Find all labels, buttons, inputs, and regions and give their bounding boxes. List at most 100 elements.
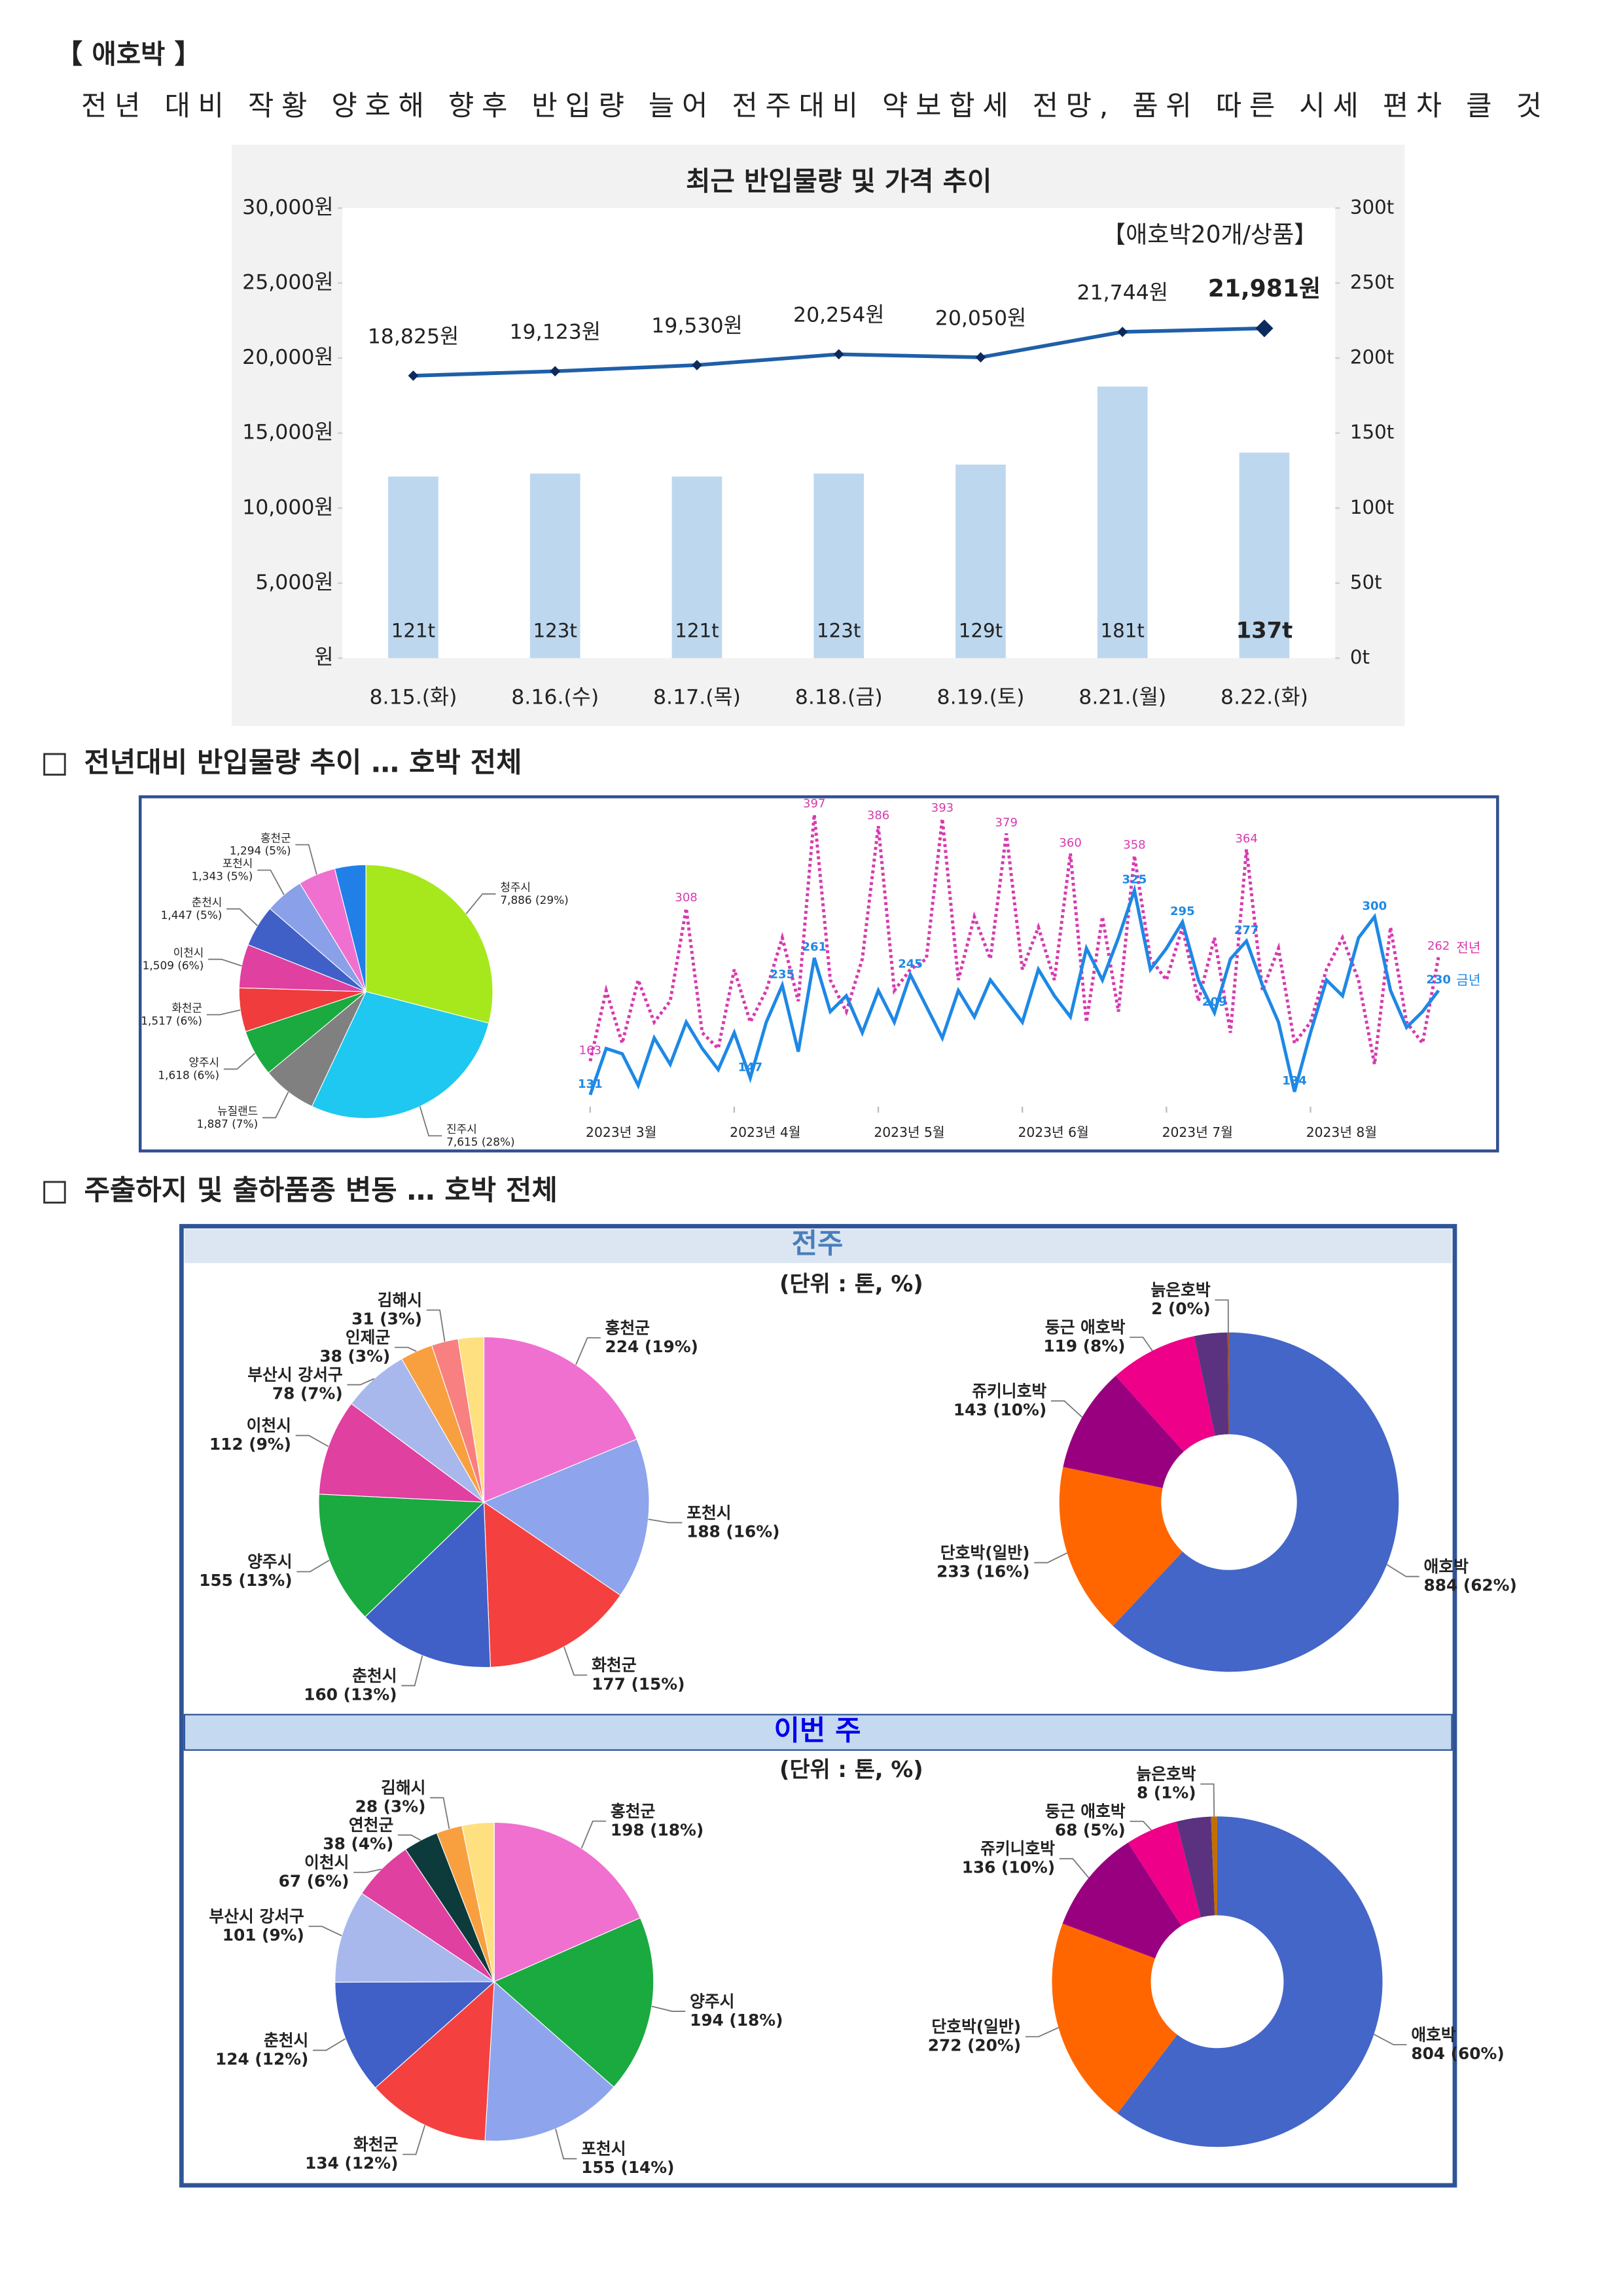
- leader-line: [353, 1868, 382, 1873]
- slice-name: 부산시 강서구: [247, 1365, 342, 1384]
- slice-name: 포천시: [687, 1503, 731, 1522]
- leader-line: [313, 2038, 346, 2051]
- slice-name: 진주시: [446, 1122, 477, 1136]
- leader-line: [1386, 1564, 1419, 1577]
- leader-line: [208, 958, 242, 967]
- slice-name: 애호박: [1411, 2025, 1456, 2044]
- slice-name: 춘천시: [192, 895, 223, 908]
- slice-value: 155 (14%): [581, 2158, 674, 2177]
- leader-line: [1059, 1857, 1090, 1878]
- slice-value: 804 (60%): [1411, 2044, 1504, 2063]
- section-heading: 전년대비 반입물량 추이 … 호박 전체: [84, 746, 522, 779]
- data-label: 379: [995, 816, 1018, 830]
- slice-name: 둥근 애호박: [1045, 1318, 1126, 1337]
- data-label: 393: [931, 801, 954, 815]
- slice-label: 진주시 7,615 (28%): [446, 1122, 514, 1148]
- slice-value: 160 (13%): [304, 1685, 397, 1704]
- slice-value: 7,615 (28%): [446, 1135, 514, 1148]
- slice-label: 화천군 1,517 (6%): [141, 1001, 202, 1027]
- price-marker: [1117, 327, 1128, 338]
- slice-value: 112 (9%): [209, 1435, 291, 1454]
- pie-slice: [483, 1336, 637, 1503]
- panel-header: [184, 1229, 1452, 1263]
- bar-label: 137t: [1236, 617, 1293, 643]
- x-tick-label: 2023년 4월: [730, 1124, 800, 1140]
- slice-label: 이천시 1,509 (6%): [143, 946, 204, 971]
- data-label: 235: [770, 968, 795, 982]
- x-tick-label: 2023년 8월: [1306, 1124, 1377, 1140]
- data-label: 245: [898, 957, 923, 971]
- leader-line: [1050, 1400, 1083, 1418]
- leader-line: [295, 844, 317, 875]
- slice-label: 늙은호박 8 (1%): [1136, 1765, 1196, 1803]
- price-label: 19,530원: [651, 314, 742, 338]
- data-label: 386: [867, 808, 889, 822]
- y-tick-label: 원: [315, 646, 334, 670]
- slice-name: 홍천군: [605, 1318, 650, 1337]
- x-tick-label: 8.22.(화): [1221, 685, 1308, 709]
- bar: [529, 473, 580, 658]
- slice-value: 28 (3%): [355, 1797, 426, 1816]
- y-tick-label: 20,000원: [242, 346, 333, 369]
- slice-value: 1,618 (6%): [158, 1069, 219, 1082]
- slice-label: 김해시 31 (3%): [351, 1291, 422, 1329]
- slice-label: 쥬키니호박 136 (10%): [962, 1839, 1056, 1877]
- leader-line: [398, 1834, 421, 1841]
- section-heading: 주출하지 및 출하품종 변동 … 호박 전체: [84, 1174, 558, 1207]
- slice-label: 포천시 188 (16%): [687, 1503, 779, 1541]
- slice-label: 인제군 38 (3%): [319, 1328, 390, 1366]
- slice-value: 134 (12%): [305, 2154, 398, 2173]
- x-tick-label: 8.19.(토): [937, 685, 1025, 709]
- donut-slice: [1063, 1376, 1184, 1488]
- slice-name: 이천시: [173, 946, 204, 959]
- slice-label: 이천시 67 (6%): [279, 1853, 349, 1891]
- donut-slice: [1227, 1332, 1230, 1435]
- pie-slice: [461, 1821, 495, 1982]
- x-tick-label: 2023년 7월: [1162, 1124, 1233, 1140]
- leader-line: [648, 1518, 683, 1524]
- slice-label: 부산시 강서구 101 (9%): [209, 1907, 304, 1945]
- y-tick-label: 30,000원: [242, 196, 333, 219]
- leader-line: [402, 2125, 426, 2155]
- leader-line: [401, 1655, 423, 1687]
- donut-slice: [1113, 1332, 1399, 1672]
- checkbox-icon: [43, 753, 66, 776]
- slice-name: 홍천군: [611, 1802, 655, 1821]
- leader-line: [651, 2005, 686, 2012]
- x-tick-label: 8.17.(목): [653, 685, 741, 709]
- slice-value: 7,886 (29%): [500, 893, 568, 906]
- slice-label: 포천시 1,343 (5%): [192, 857, 253, 882]
- donut-slice: [1117, 1816, 1383, 2147]
- slice-label: 둥근 애호박 68 (5%): [1045, 1802, 1126, 1840]
- slice-value: 198 (18%): [611, 1820, 704, 1839]
- leader-line: [575, 1337, 601, 1365]
- slice-name: 양주시: [247, 1552, 292, 1571]
- price-marker: [408, 370, 419, 381]
- leader-line: [430, 1797, 450, 1829]
- leader-line: [1215, 1299, 1229, 1333]
- y-tick-label: 25,000원: [242, 270, 333, 294]
- slice-value: 143 (10%): [954, 1400, 1046, 1419]
- bar: [955, 464, 1006, 658]
- slice-name: 늙은호박: [1150, 1281, 1210, 1300]
- data-label: 262: [1427, 939, 1450, 953]
- price-label: 20,050원: [935, 306, 1026, 330]
- leader-line: [347, 1378, 375, 1386]
- leader-line: [223, 1052, 256, 1070]
- data-label: 230: [1426, 973, 1451, 987]
- leader-line: [1130, 1336, 1153, 1352]
- leader-line: [395, 1346, 417, 1352]
- donut-slice: [1062, 1842, 1182, 1959]
- data-label: 163: [579, 1044, 601, 1058]
- series-line: [588, 884, 1440, 1096]
- leader-line: [1200, 1783, 1215, 1817]
- price-label: 18,825원: [368, 325, 459, 348]
- slice-label: 홍천군 224 (19%): [605, 1318, 698, 1356]
- x-tick-label: 2023년 3월: [586, 1124, 656, 1140]
- slice-value: 38 (3%): [319, 1347, 390, 1366]
- slice-value: 8 (1%): [1137, 1784, 1196, 1803]
- bar-label: 123t: [817, 619, 861, 641]
- slice-name: 둥근 애호박: [1045, 1802, 1126, 1821]
- slice-label: 늙은호박 2 (0%): [1150, 1281, 1210, 1319]
- pie-slice: [483, 1439, 650, 1596]
